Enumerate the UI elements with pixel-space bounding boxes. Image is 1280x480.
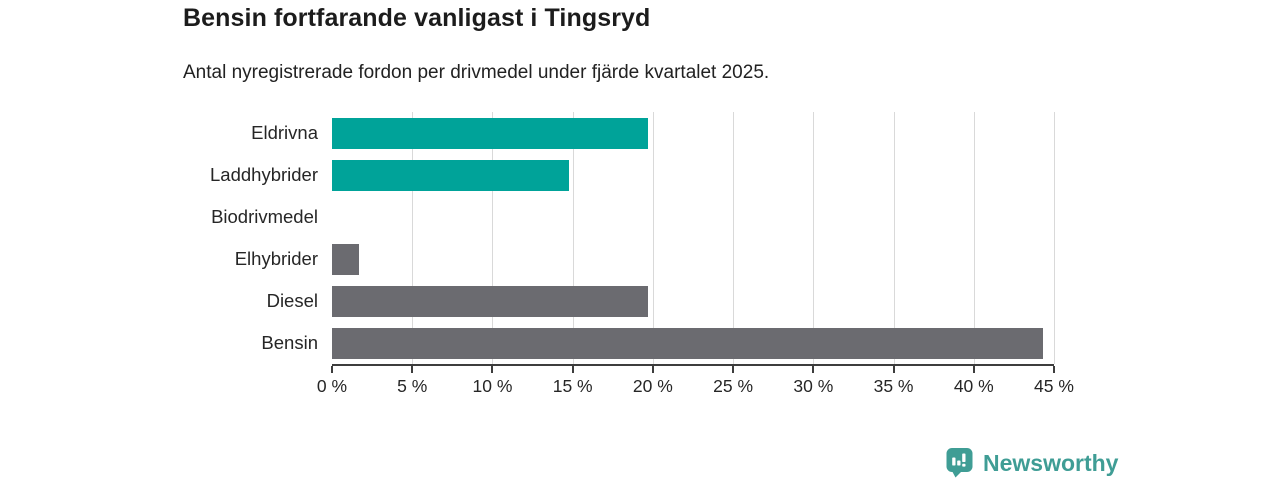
gridline [733, 112, 735, 364]
axis-tick [651, 366, 654, 373]
bar-track [332, 238, 1054, 280]
axis-tick-label: 25 % [713, 376, 754, 396]
bar-row: Biodrivmedel [0, 196, 1054, 238]
bar-track [332, 112, 1054, 154]
gridline [412, 112, 414, 364]
axis-tick-label: 35 % [873, 376, 914, 396]
axis-tick-label: 10 % [472, 376, 513, 396]
bar-chart: Eldrivna Laddhybrider Biodrivmedel Elhybrid… [0, 112, 1054, 364]
bar-row: Elhybrider [0, 238, 1054, 280]
bar-track [332, 280, 1054, 322]
axis-tick-label: 40 % [953, 376, 994, 396]
gridline [492, 112, 494, 364]
axis-tick [972, 366, 975, 373]
newsworthy-logo-text: Newsworthy [983, 449, 1119, 476]
axis-tick-label: 0 % [316, 376, 348, 396]
bar [332, 327, 1043, 359]
plot-gridlines [332, 112, 1055, 364]
gridline [652, 112, 654, 364]
bar-row: Diesel [0, 280, 1054, 322]
axis-tick-label: 20 % [632, 376, 673, 396]
gridline [813, 112, 815, 364]
bar [332, 117, 649, 149]
bar [332, 243, 360, 275]
axis-tick [892, 366, 895, 373]
bar-track [332, 322, 1054, 364]
axis-tick [732, 366, 735, 373]
gridline [973, 112, 975, 364]
newsworthy-bubble-chart-icon [946, 448, 973, 478]
category-label: Diesel [266, 290, 318, 311]
bar [332, 159, 570, 191]
axis-tick [571, 366, 574, 373]
gridline [893, 112, 895, 364]
bar-row: Eldrivna [0, 112, 1054, 154]
bar-track [332, 154, 1054, 196]
bar-track [332, 196, 1054, 238]
bar-row: Laddhybrider [0, 154, 1054, 196]
bar [332, 285, 649, 317]
category-label: Biodrivmedel [211, 206, 318, 227]
axis-tick [1053, 366, 1055, 373]
axis-tick [491, 366, 494, 373]
axis-tick-label: 45 % [1034, 376, 1074, 396]
chart-subtitle: Antal nyregistrerade fordon per drivmede… [183, 62, 770, 83]
axis-tick [331, 366, 333, 373]
newsworthy-logo: Newsworthy [946, 447, 1118, 478]
axis-tick [812, 366, 815, 373]
axis-tick [411, 366, 414, 373]
axis-tick-label: 5 % [397, 376, 428, 396]
category-label: Bensin [261, 332, 318, 353]
gridline [1054, 112, 1055, 364]
bar-row: Bensin [0, 322, 1054, 364]
x-axis: 0 % 5 % 10 % 15 % 20 % 25 % 30 % 35 % 40 % 45 % [317, 364, 1074, 404]
gridline [572, 112, 574, 364]
axis-tick-label: 15 % [552, 376, 593, 396]
category-label: Elhybrider [234, 248, 318, 269]
chart-title: Bensin fortfarande vanligast i Tingsryd [183, 4, 651, 32]
category-label: Eldrivna [251, 122, 318, 143]
category-label: Laddhybrider [210, 164, 318, 185]
axis-tick-label: 30 % [793, 376, 834, 396]
